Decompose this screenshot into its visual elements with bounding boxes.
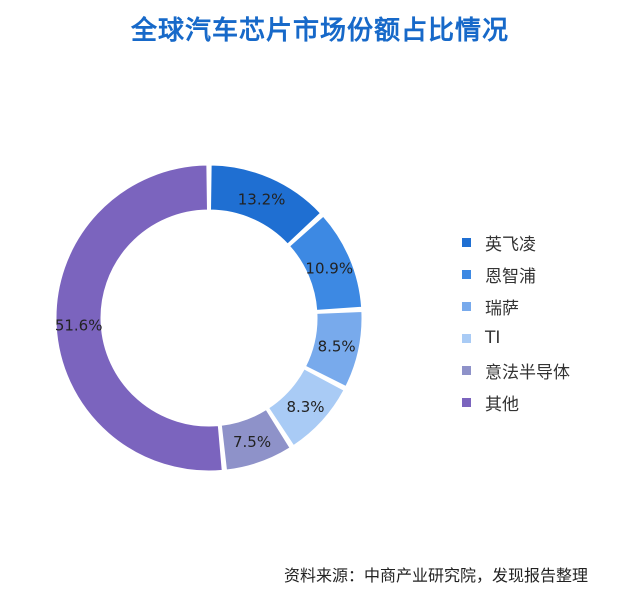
legend-swatch [462, 237, 471, 247]
legend-item-1: 恩智浦 [462, 258, 570, 290]
slice-label-3: 8.3% [286, 398, 324, 416]
legend-label: 瑞萨 [485, 298, 519, 319]
legend-item-0: 英飞凌 [462, 226, 570, 258]
legend-item-2: 瑞萨 [462, 290, 570, 322]
legend-item-4: 意法半导体 [462, 354, 570, 386]
legend-swatch [462, 301, 471, 311]
legend-swatch [462, 269, 471, 279]
legend-swatch [462, 365, 471, 375]
slice-3 [268, 368, 345, 447]
legend-item-5: 其他 [462, 386, 570, 418]
chart-legend: 英飞凌恩智浦瑞萨 TI 意法半导体其他 [462, 226, 570, 418]
legend-swatch [462, 333, 471, 343]
slice-0 [210, 164, 322, 245]
chart-title: 全球汽车芯片市场份额占比情况 [130, 16, 509, 46]
legend-label: 意法半导体 [485, 362, 570, 383]
legend-swatch [462, 397, 471, 407]
source-note: 资料来源：中商产业研究院，发现报告整理 [283, 566, 588, 585]
slice-label-5: 51.6% [55, 317, 103, 335]
slice-2 [304, 310, 363, 388]
slice-label-1: 10.9% [305, 259, 353, 277]
legend-label: 其他 [485, 394, 519, 415]
slice-label-4: 7.5% [233, 433, 271, 451]
donut-slices [55, 164, 363, 472]
slice-5 [55, 164, 223, 472]
slice-4 [220, 408, 291, 471]
slice-label-0: 13.2% [238, 191, 286, 209]
legend-item-3: TI [462, 322, 570, 354]
slice-1 [288, 215, 363, 311]
slice-labels: 13.2% 10.9% 8.5% 8.3% 7.5% 51.6% [55, 191, 356, 452]
slice-label-2: 8.5% [318, 337, 356, 355]
legend-label: 英飞凌 [485, 234, 536, 255]
legend-label: 恩智浦 [485, 266, 536, 287]
legend-label: TI [485, 328, 501, 348]
